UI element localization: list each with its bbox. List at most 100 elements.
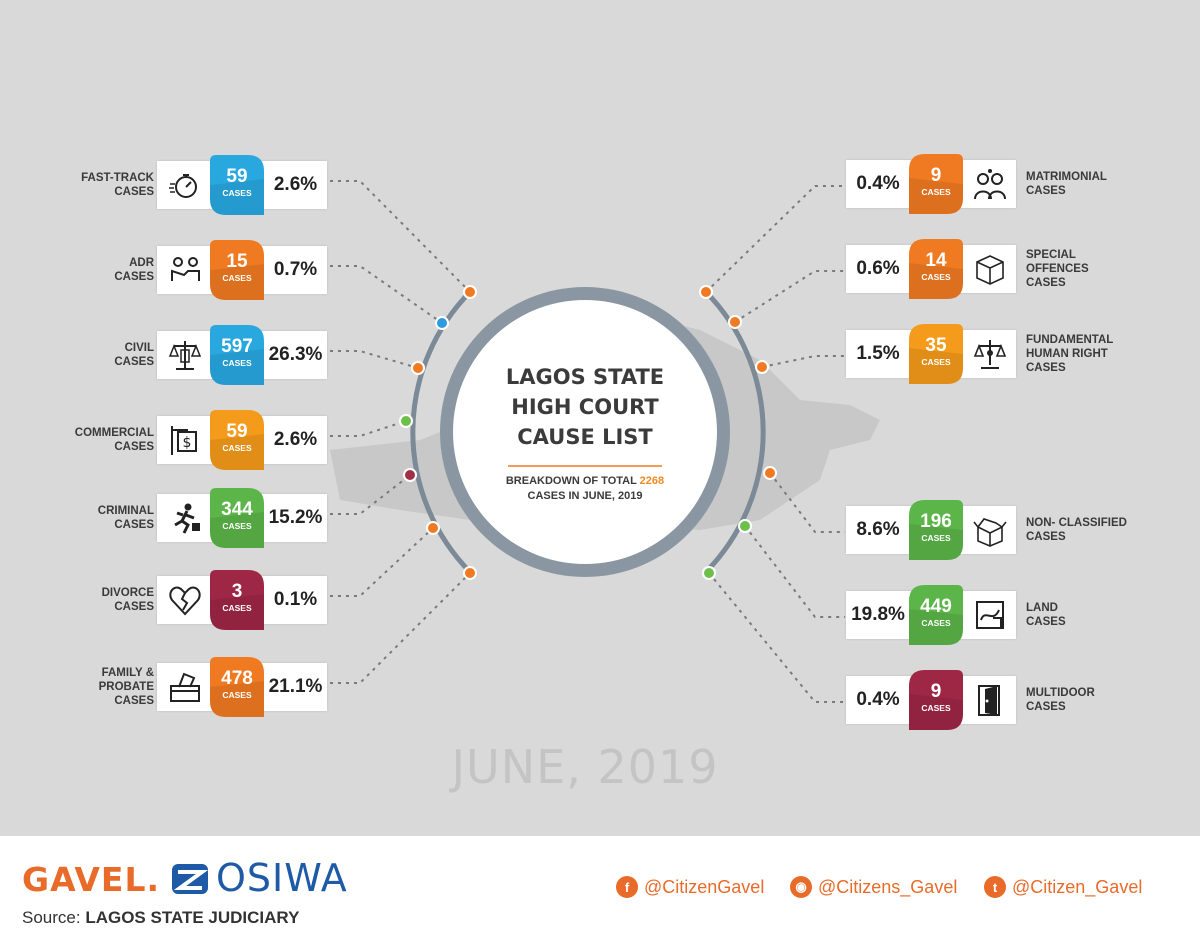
cases-unit: CASES (222, 273, 252, 283)
right-label-4: LAND CASES (1026, 602, 1066, 628)
stopwatch-icon (157, 161, 213, 209)
left-percent-2: 26.3% (268, 344, 323, 365)
scales-icon (157, 331, 213, 379)
left-dot-4 (403, 468, 417, 482)
left-percent-4: 15.2% (268, 507, 323, 528)
left-percent-6: 21.1% (268, 676, 323, 697)
left-dot-2 (411, 361, 425, 375)
right-badge-4: 449 CASES (909, 585, 963, 645)
broken-heart-icon-glyph (169, 586, 201, 616)
left-dot-6 (463, 566, 477, 580)
left-percent-5: 0.1% (273, 589, 318, 610)
instagram-link[interactable]: ◉ @Citizens_Gavel (790, 876, 957, 898)
left-label-2: CIVIL CASES (114, 342, 154, 368)
twitter-link[interactable]: t @Citizen_Gavel (984, 876, 1142, 898)
cases-unit: CASES (222, 690, 252, 700)
left-value-0: 59 (226, 166, 248, 187)
osiwa-wordmark: OSIWA (216, 856, 348, 900)
twitter-handle: @Citizen_Gavel (1012, 876, 1143, 897)
facebook-icon: f (616, 876, 638, 898)
right-badge-3: 196 CASES (909, 500, 963, 560)
left-label-3: COMMERCIAL CASES (74, 427, 154, 453)
right-value-4: 449 (920, 596, 952, 617)
subtitle-total: 2268 (639, 475, 665, 487)
right-badge-2: 35 CASES (909, 324, 963, 384)
right-value-5: 9 (930, 681, 942, 702)
right-dot-2 (755, 360, 769, 374)
right-connector-3 (769, 472, 845, 533)
badge-shape (210, 488, 264, 548)
left-connector-3 (330, 420, 407, 437)
right-dot-1 (728, 315, 742, 329)
svg-text:$: $ (183, 435, 192, 451)
right-label-1: SPECIAL OFFENCES CASES (1026, 249, 1089, 289)
right-percent-2: 1.5% (856, 343, 900, 364)
left-dot-0 (463, 285, 477, 299)
left-label-0: FAST-TRACK CASES (81, 172, 154, 198)
right-badge-1: 14 CASES (909, 239, 963, 299)
right-value-2: 35 (925, 335, 947, 356)
osiwa-logo: OSIWA (172, 856, 348, 900)
subtitle: BREAKDOWN OF TOTAL 2268 CASES IN JUNE, 2… (480, 474, 690, 504)
month-label: JUNE, 2019 (451, 740, 719, 794)
left-dot-5 (426, 521, 440, 535)
right-dot-0 (699, 285, 713, 299)
badge-shape (909, 324, 963, 384)
left-badge-1: 15 CASES (210, 240, 264, 300)
instagram-icon: ◉ (790, 876, 812, 898)
subtitle-suffix: CASES IN JUNE, 2019 (527, 490, 643, 502)
left-value-6: 478 (221, 668, 253, 689)
cases-unit: CASES (921, 187, 951, 197)
left-badge-2: 597 CASES (210, 325, 264, 385)
right-badge-0: 9 CASES (909, 154, 963, 214)
left-percent-3: 2.6% (273, 429, 318, 450)
badge-shape (909, 585, 963, 645)
right-percent-3: 8.6% (856, 519, 900, 540)
right-connector-0 (705, 185, 845, 293)
right-dot-4 (738, 519, 752, 533)
background-graphics (330, 180, 880, 703)
cases-unit: CASES (222, 521, 252, 531)
left-percent-1: 0.7% (273, 259, 318, 280)
subtitle-prefix: BREAKDOWN OF TOTAL (505, 475, 640, 487)
left-badge-6: 478 CASES (210, 657, 264, 717)
left-connector-1 (330, 265, 443, 324)
right-dot-3 (763, 466, 777, 480)
badge-shape (210, 240, 264, 300)
left-badge-4: 344 CASES (210, 488, 264, 548)
left-connector-6 (330, 572, 471, 684)
open-box-icon (962, 506, 1018, 554)
right-value-1: 14 (925, 250, 947, 271)
cases-unit: CASES (921, 272, 951, 282)
package-icon (962, 245, 1018, 293)
left-percent-0: 2.6% (273, 174, 318, 195)
badge-shape (909, 239, 963, 299)
left-value-5: 3 (231, 581, 243, 602)
left-value-1: 15 (226, 251, 248, 272)
left-label-1: ADR CASES (114, 257, 154, 283)
page-title: LAGOS STATE HIGH COURT CAUSE LIST (470, 362, 700, 452)
center-circle (453, 300, 717, 564)
justice-scale-icon-glyph (973, 340, 1007, 369)
source-label: Source: (22, 908, 81, 927)
running-thief-icon (157, 494, 213, 542)
couple-icon-glyph (974, 169, 1006, 200)
left-value-3: 59 (226, 421, 248, 442)
ballot-box-icon (157, 663, 213, 711)
ballot-box-icon-glyph (170, 672, 200, 702)
facebook-link[interactable]: f @CitizenGavel (616, 876, 764, 898)
left-label-5: DIVORCE CASES (101, 587, 154, 613)
land-map-icon-glyph (976, 601, 1004, 629)
handshake-icon (157, 246, 213, 294)
right-badge-5: 9 CASES (909, 670, 963, 730)
badge-shape (909, 154, 963, 214)
right-dot-5 (702, 566, 716, 580)
door-icon (962, 676, 1018, 724)
right-label-2: FUNDAMENTAL HUMAN RIGHT CASES (1026, 334, 1114, 374)
right-connector-2 (761, 355, 845, 368)
right-label-3: NON- CLASSIFIED CASES (1026, 517, 1127, 543)
left-dot-1 (435, 316, 449, 330)
badge-shape (210, 410, 264, 470)
gavel-logo: GAVEL. (22, 860, 161, 899)
dollar-sign-icon: $ (157, 416, 213, 464)
